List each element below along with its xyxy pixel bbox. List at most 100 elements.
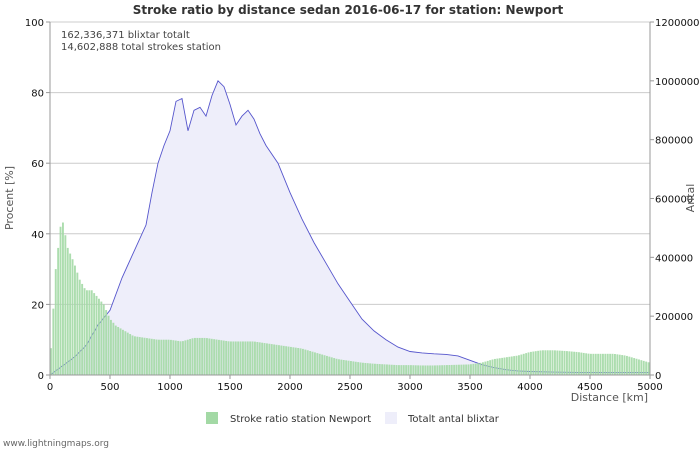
bar-stroke-ratio [136, 336, 139, 375]
bar-stroke-ratio [124, 331, 127, 375]
y-right-tick-label: 400000 [655, 253, 693, 264]
bar-stroke-ratio [98, 298, 100, 375]
bar-stroke-ratio [194, 337, 196, 375]
bar-stroke-ratio [513, 356, 516, 375]
bar-stroke-ratio [575, 351, 578, 375]
bar-stroke-ratio [184, 340, 187, 375]
bar-stroke-ratio [446, 365, 448, 375]
bar-stroke-ratio [258, 342, 261, 375]
bar-stroke-ratio [165, 339, 168, 375]
y-right-axis-label: Antal [684, 184, 697, 213]
bar-stroke-ratio [582, 352, 585, 375]
bar-stroke-ratio [266, 343, 268, 375]
bar-stroke-ratio [210, 338, 213, 375]
bar-stroke-ratio [635, 358, 638, 375]
bar-stroke-ratio [467, 364, 470, 375]
bar-stroke-ratio [299, 348, 302, 375]
bar-stroke-ratio [534, 351, 537, 375]
bar-stroke-ratio [244, 341, 247, 375]
bar-stroke-ratio [146, 338, 148, 375]
bar-stroke-ratio [150, 338, 153, 375]
bar-stroke-ratio [549, 350, 552, 375]
bar-stroke-ratio [347, 360, 350, 375]
bar-stroke-ratio [309, 351, 312, 375]
bar-stroke-ratio [90, 290, 93, 375]
bar-stroke-ratio [206, 338, 208, 375]
bar-stroke-ratio [160, 339, 163, 375]
bar-stroke-ratio [642, 360, 645, 375]
bar-stroke-ratio [621, 355, 624, 375]
bar-stroke-ratio [606, 353, 609, 375]
y-left-axis-label: Procent [%] [3, 166, 16, 230]
bar-stroke-ratio [52, 308, 55, 375]
bar-stroke-ratio [359, 362, 362, 375]
bar-stroke-ratio [395, 365, 398, 375]
bar-stroke-ratio [465, 364, 468, 375]
bar-stroke-ratio [611, 353, 614, 375]
bar-stroke-ratio [179, 341, 182, 375]
bar-stroke-ratio [429, 365, 432, 375]
bar-stroke-ratio [491, 359, 494, 375]
bar-stroke-ratio [508, 356, 511, 375]
bar-stroke-ratio [304, 349, 307, 375]
bar-stroke-ratio [230, 341, 232, 375]
bar-stroke-ratio [170, 339, 172, 375]
bar-stroke-ratio [398, 365, 400, 375]
bar-stroke-ratio [352, 361, 355, 375]
bar-stroke-ratio [326, 355, 328, 375]
bar-stroke-ratio [278, 345, 280, 375]
bar-stroke-ratio [328, 356, 331, 375]
bar-stroke-ratio [618, 354, 621, 375]
bar-stroke-ratio [287, 346, 290, 375]
bar-stroke-ratio [256, 341, 259, 375]
bar-stroke-ratio [213, 339, 216, 375]
bar-stroke-ratio [556, 350, 559, 375]
bar-stroke-ratio [599, 353, 602, 375]
bar-stroke-ratio [566, 351, 568, 375]
bar-stroke-ratio [333, 358, 336, 375]
legend: Stroke ratio station Newport Totalt anta… [206, 412, 500, 425]
bar-stroke-ratio [249, 341, 252, 375]
bar-stroke-ratio [69, 253, 72, 375]
bar-stroke-ratio [74, 265, 76, 375]
y-right-axis-ticks: 0 200000 400000 600000 800000 1000000 1200000 [650, 18, 700, 382]
bar-stroke-ratio [626, 355, 628, 375]
y-left-tick-label: 80 [31, 89, 44, 100]
bar-stroke-ratio [362, 362, 364, 375]
bar-stroke-ratio [93, 293, 96, 375]
x-tick-label: 2000 [277, 382, 302, 393]
annotation-total-strokes: 162,336,371 blixtar totalt [61, 30, 190, 41]
bar-stroke-ratio [335, 358, 338, 375]
legend-label-total: Totalt antal blixtar [407, 414, 500, 425]
bar-stroke-ratio [218, 339, 220, 375]
bar-stroke-ratio [330, 357, 333, 375]
bar-stroke-ratio [630, 357, 633, 375]
bar-stroke-ratio [431, 365, 434, 375]
bar-stroke-ratio [640, 360, 643, 375]
bar-stroke-ratio [386, 364, 388, 375]
bar-stroke-ratio [64, 235, 67, 375]
bar-stroke-ratio [544, 350, 547, 375]
x-tick-label: 4500 [577, 382, 602, 393]
bar-stroke-ratio [609, 353, 612, 375]
bar-stroke-ratio [105, 310, 108, 375]
bar-stroke-ratio [242, 341, 244, 375]
bar-stroke-ratio [546, 350, 549, 375]
bar-stroke-ratio [474, 363, 477, 375]
bar-stroke-ratio [542, 350, 544, 375]
bar-stroke-ratio [369, 363, 372, 375]
bar-stroke-ratio [182, 341, 184, 375]
bar-stroke-ratio [302, 348, 304, 375]
bar-stroke-ratio [100, 301, 103, 375]
bar-stroke-ratio [458, 364, 460, 375]
bar-stroke-ratio [460, 364, 463, 375]
bar-stroke-ratio [59, 226, 62, 375]
bar-stroke-ratio [81, 283, 84, 375]
bar-stroke-ratio [453, 364, 456, 375]
bar-stroke-ratio [602, 353, 604, 375]
bar-stroke-ratio [141, 337, 144, 375]
bar-stroke-ratio [66, 247, 69, 375]
bar-stroke-ratio [498, 358, 501, 375]
bar-stroke-ratio [470, 364, 472, 375]
